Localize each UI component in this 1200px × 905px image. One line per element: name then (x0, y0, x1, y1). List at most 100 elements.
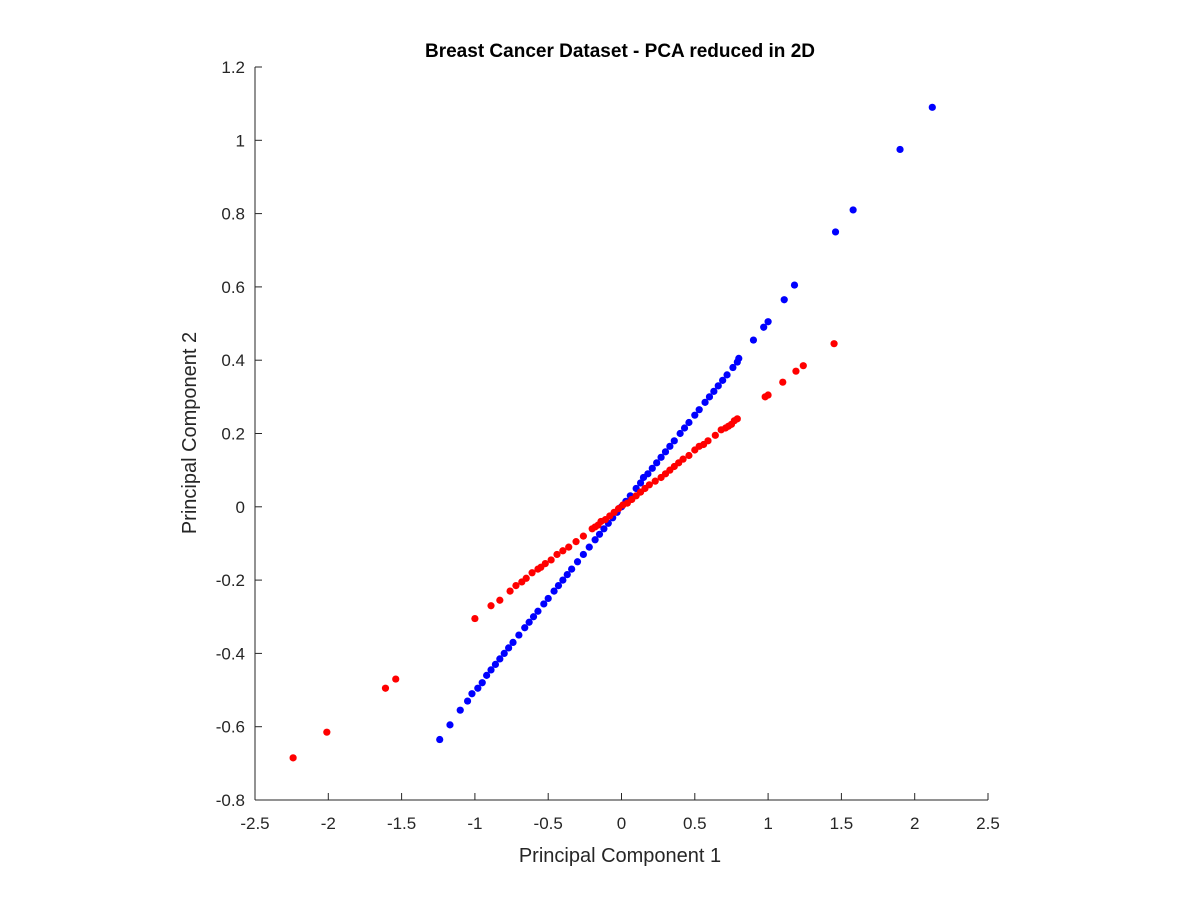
data-point-series-1 (446, 721, 454, 729)
data-point-series-1 (550, 587, 558, 595)
data-point-series-1 (579, 550, 587, 559)
data-point-series-2 (779, 378, 787, 386)
data-point-series-1 (780, 296, 788, 304)
data-point-series-2 (645, 481, 653, 489)
data-point-series-2 (496, 596, 504, 604)
data-point-series-1 (729, 363, 737, 372)
y-tick-label: -0.2 (216, 571, 245, 590)
x-tick-label: -1.5 (387, 814, 416, 833)
x-tick-label: 1.5 (830, 814, 854, 833)
data-point-series-1 (896, 145, 904, 154)
data-point-series-2 (799, 362, 807, 370)
data-point-series-1 (849, 206, 857, 214)
data-point-series-2 (381, 684, 390, 692)
data-point-series-1 (764, 318, 772, 326)
chart-title: Breast Cancer Dataset - PCA reduced in 2… (425, 41, 815, 62)
x-tick-label: 2 (910, 814, 919, 833)
data-point-series-1 (591, 536, 599, 544)
data-point-series-1 (719, 376, 727, 384)
data-point-series-2 (392, 675, 400, 683)
data-point-series-1 (735, 354, 743, 362)
x-tick-label: 0.5 (683, 814, 707, 833)
data-point-series-2 (830, 340, 838, 348)
y-axis-label: Principal Component 2 (179, 332, 201, 534)
data-point-series-1 (563, 571, 571, 579)
data-point-series-1 (568, 565, 576, 573)
x-tick-label: 0 (617, 814, 626, 833)
data-point-series-1 (714, 382, 722, 390)
data-point-series-1 (491, 660, 500, 668)
data-point-series-2 (547, 556, 555, 564)
x-tick-label: -2 (321, 814, 336, 833)
x-tick-label: 2.5 (976, 814, 1000, 833)
data-point-series-1 (928, 103, 936, 111)
data-point-series-2 (522, 574, 530, 582)
data-point-series-1 (723, 371, 731, 379)
data-point-series-1 (554, 581, 563, 590)
data-point-series-1 (463, 697, 472, 705)
data-point-series-2 (733, 415, 741, 423)
data-point-series-1 (710, 387, 718, 395)
data-point-series-1 (521, 624, 529, 632)
data-point-series-2 (565, 543, 573, 551)
data-point-series-1 (657, 453, 665, 461)
data-point-series-1 (670, 437, 678, 445)
data-point-series-1 (790, 281, 799, 289)
data-point-series-1 (636, 479, 645, 487)
y-tick-label: 0.6 (221, 278, 245, 297)
data-point-series-1 (509, 638, 517, 647)
y-tick-label: 0.2 (221, 425, 245, 444)
data-point-series-1 (676, 429, 684, 438)
data-point-series-1 (600, 525, 608, 533)
data-point-series-1 (478, 679, 486, 687)
data-point-series-1 (749, 336, 758, 344)
data-point-series-2 (541, 560, 549, 568)
data-point-series-1 (496, 655, 504, 663)
data-point-series-1 (500, 649, 508, 658)
data-point-series-2 (289, 754, 297, 762)
data-point-series-1 (544, 594, 552, 603)
x-axis-label: Principal Component 1 (519, 845, 721, 867)
x-tick-label: -0.5 (534, 814, 563, 833)
data-point-series-1 (515, 631, 523, 639)
data-point-series-1 (540, 600, 548, 608)
data-point-series-2 (651, 477, 659, 485)
data-point-series-1 (525, 618, 533, 626)
data-point-series-2 (553, 550, 561, 559)
data-point-series-2 (572, 538, 580, 546)
y-tick-label: 0.8 (221, 205, 245, 224)
data-point-series-1 (666, 442, 674, 450)
data-point-series-2 (704, 437, 712, 445)
data-point-series-1 (691, 411, 699, 419)
data-point-series-2 (323, 728, 331, 736)
y-tick-label: 1.2 (221, 58, 245, 77)
data-point-series-1 (534, 607, 542, 615)
data-point-series-1 (483, 671, 491, 679)
data-point-series-1 (680, 424, 689, 432)
x-tick-label: -1 (467, 814, 482, 833)
data-point-series-1 (468, 690, 476, 698)
axes: -2.5 -2 -1.5 -1 -0.5 0 0.5 1 1.5 2 2.5 -0.8 -0.6 -0.4… (216, 58, 1000, 833)
data-point-series-2 (579, 532, 587, 540)
data-point-series-1 (505, 644, 513, 652)
data-point-series-1 (653, 459, 661, 467)
data-point-series-2 (487, 602, 495, 610)
data-point-series-1 (760, 323, 768, 331)
data-point-series-2 (685, 451, 693, 460)
data-point-series-2 (512, 581, 520, 590)
data-point-series-1 (456, 706, 464, 714)
data-point-series-2 (679, 455, 687, 463)
y-tick-label: -0.4 (216, 644, 245, 663)
y-tick-label: -0.8 (216, 791, 245, 810)
data-point-series-2 (528, 569, 536, 577)
data-point-series-1 (701, 398, 709, 406)
data-point-series-1 (436, 735, 444, 744)
y-tick-label: 0 (236, 498, 245, 517)
data-point-series-1 (474, 684, 482, 692)
data-point-series-1 (661, 448, 670, 456)
y-tick-label: 0.4 (221, 351, 245, 370)
x-tick-label: -2.5 (240, 814, 269, 833)
data-point-series-2 (559, 547, 567, 555)
